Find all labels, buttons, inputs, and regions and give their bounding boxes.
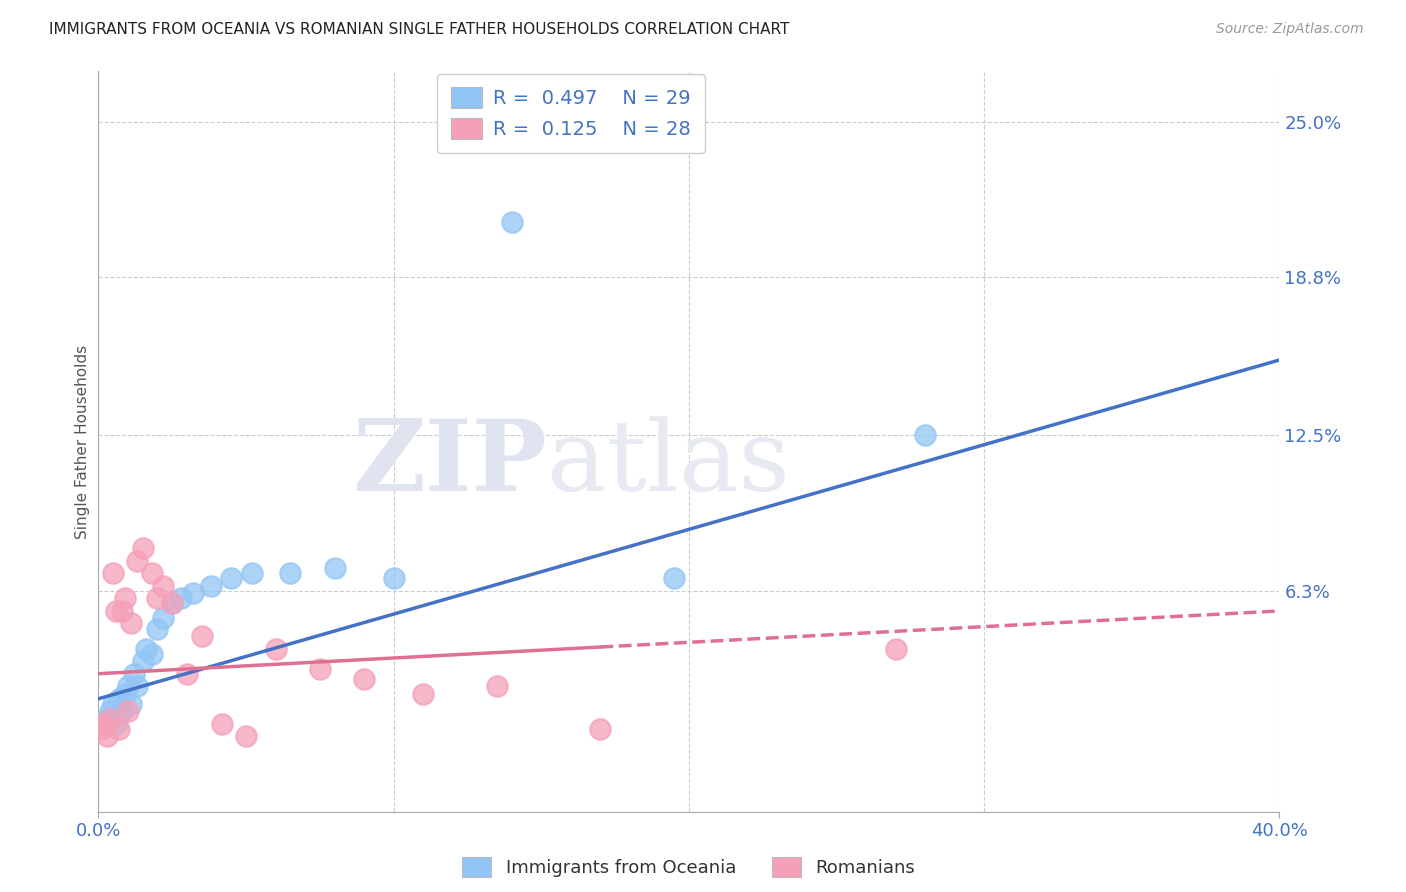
Point xyxy=(120,616,142,631)
Point xyxy=(111,704,134,718)
Point xyxy=(162,596,183,610)
Point xyxy=(90,722,112,736)
Point xyxy=(211,717,233,731)
Point xyxy=(114,687,136,701)
Point xyxy=(309,662,332,676)
Point xyxy=(501,215,523,229)
Point xyxy=(135,641,157,656)
Point xyxy=(105,604,128,618)
Point xyxy=(103,697,125,711)
Point xyxy=(125,679,148,693)
Point xyxy=(382,571,405,585)
Point xyxy=(323,561,346,575)
Y-axis label: Single Father Households: Single Father Households xyxy=(75,344,90,539)
Point xyxy=(125,554,148,568)
Point xyxy=(114,591,136,606)
Point xyxy=(914,428,936,442)
Point xyxy=(96,730,118,744)
Text: ZIP: ZIP xyxy=(353,416,547,512)
Point xyxy=(235,730,257,744)
Point xyxy=(146,591,169,606)
Point xyxy=(264,641,287,656)
Point xyxy=(96,712,118,726)
Point xyxy=(664,571,686,585)
Point xyxy=(353,672,375,686)
Point xyxy=(108,691,131,706)
Point xyxy=(200,579,222,593)
Legend: Immigrants from Oceania, Romanians: Immigrants from Oceania, Romanians xyxy=(456,850,922,884)
Point xyxy=(108,722,131,736)
Point xyxy=(93,717,115,731)
Point xyxy=(146,622,169,636)
Point xyxy=(103,566,125,581)
Point xyxy=(191,629,214,643)
Point xyxy=(181,586,204,600)
Point xyxy=(589,722,612,736)
Point xyxy=(141,566,163,581)
Point xyxy=(176,666,198,681)
Text: IMMIGRANTS FROM OCEANIA VS ROMANIAN SINGLE FATHER HOUSEHOLDS CORRELATION CHART: IMMIGRANTS FROM OCEANIA VS ROMANIAN SING… xyxy=(49,22,790,37)
Point xyxy=(122,666,145,681)
Point xyxy=(162,596,183,610)
Point xyxy=(152,611,174,625)
Point xyxy=(141,647,163,661)
Point xyxy=(170,591,193,606)
Point xyxy=(111,604,134,618)
Point xyxy=(105,717,128,731)
Point xyxy=(486,679,509,693)
Point xyxy=(240,566,263,581)
Point xyxy=(132,654,155,668)
Point xyxy=(219,571,242,585)
Point xyxy=(132,541,155,556)
Point xyxy=(412,687,434,701)
Point xyxy=(117,679,139,693)
Point xyxy=(884,641,907,656)
Point xyxy=(98,704,121,718)
Text: atlas: atlas xyxy=(547,416,790,512)
Point xyxy=(278,566,302,581)
Point xyxy=(152,579,174,593)
Point xyxy=(117,704,139,718)
Point xyxy=(98,712,121,726)
Text: Source: ZipAtlas.com: Source: ZipAtlas.com xyxy=(1216,22,1364,37)
Point xyxy=(120,697,142,711)
Point xyxy=(93,717,115,731)
